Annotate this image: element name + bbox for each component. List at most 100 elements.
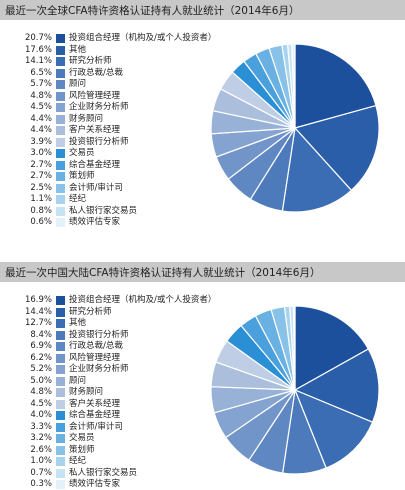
- legend-label: 风险管理经理: [69, 90, 121, 101]
- legend-percent: 5.7%: [30, 79, 52, 89]
- legend-item: 2.7% 策划师: [0, 171, 230, 182]
- legend-percent: 4.8%: [30, 90, 52, 101]
- legend-percent: 20.7%: [24, 33, 52, 43]
- legend-swatch: [56, 195, 65, 204]
- legend-item: 0.6% 绩效评估专家: [0, 217, 230, 228]
- legend-swatch: [56, 457, 65, 466]
- legend-percent: 3.3%: [30, 421, 52, 432]
- pie-slice: [293, 104, 380, 192]
- legend-swatch: [56, 342, 65, 351]
- legend-label: 其他: [69, 44, 87, 55]
- legend-percent: 14.4%: [24, 306, 52, 317]
- legend-swatch: [56, 183, 65, 193]
- legend-item: 4.0% 综合基金经理: [0, 410, 230, 421]
- legend-percent: 2.7%: [30, 171, 52, 181]
- legend-label: 交易员: [69, 148, 95, 158]
- legend-swatch: [56, 445, 65, 455]
- pie-slice: [293, 348, 380, 424]
- legend-label: 行政总裁/总裁: [69, 67, 123, 78]
- legend-item: 2.6% 策划师: [0, 445, 230, 456]
- legend-label: 绩效评估专家: [69, 217, 121, 227]
- legend-percent: 1.1%: [30, 194, 52, 204]
- legend-item: 17.6% 其他: [0, 45, 230, 56]
- chart-title-bar: 最近一次全球CFA特许资格认证持有人就业统计（2014年6月）: [0, 0, 405, 20]
- legend-label: 企业财务分析师: [69, 102, 129, 112]
- legend-percent: 1.0%: [30, 456, 52, 466]
- legend-swatch: [56, 114, 65, 124]
- legend-swatch: [56, 206, 65, 216]
- legend-item: 6.2% 风险管理经理: [0, 353, 230, 364]
- legend-item: 5.7% 顾问: [0, 79, 230, 90]
- global-employment-chart-panel: 最近一次全球CFA特许资格认证持有人就业统计（2014年6月） 20.7% 投资组…: [0, 0, 405, 228]
- legend-item: 3.0% 交易员: [0, 148, 230, 159]
- legend-label: 客户关系经理: [69, 125, 121, 135]
- legend-item: 1.1% 经纪: [0, 194, 230, 205]
- legend-percent: 8.4%: [30, 329, 52, 340]
- legend-item: 3.2% 交易员: [0, 433, 230, 444]
- legend-item: 20.7% 投资组合经理（机构及/或个人投资者）: [0, 33, 230, 44]
- legend-item: 6.5% 行政总裁/总裁: [0, 68, 230, 79]
- legend-item: 6.9% 行政总裁/总裁: [0, 341, 230, 352]
- legend-item: 4.4% 财务顾问: [0, 114, 230, 125]
- legend-percent: 2.6%: [30, 444, 52, 455]
- legend-label: 财务顾问: [69, 387, 104, 397]
- legend-swatch: [56, 34, 65, 43]
- legend-item: 4.5% 客户关系经理: [0, 399, 230, 410]
- legend-item: 2.7% 综合基金经理: [0, 160, 230, 171]
- legend-swatch: [56, 434, 65, 443]
- legend-swatch: [56, 218, 65, 227]
- legend-label: 综合基金经理: [69, 159, 121, 170]
- legend-swatch: [56, 103, 65, 112]
- legend-label: 会计师/审计司: [69, 182, 123, 193]
- legend-percent: 4.5%: [30, 102, 52, 112]
- legend-swatch: [56, 422, 65, 432]
- legend-swatch: [56, 376, 65, 386]
- legend-percent: 3.9%: [30, 136, 52, 147]
- legend-swatch: [56, 411, 65, 420]
- legend-swatch: [56, 57, 65, 66]
- legend-label: 其他: [69, 318, 87, 328]
- legend-swatch: [56, 172, 65, 181]
- legend-item: 12.7% 其他: [0, 318, 230, 329]
- legend-label: 顾问: [69, 375, 87, 386]
- legend-label: 交易员: [69, 433, 95, 443]
- legend-percent: 2.5%: [30, 182, 52, 193]
- legend-label: 策划师: [69, 171, 95, 181]
- legend-label: 风险管理经理: [69, 352, 121, 363]
- legend-item: 4.5% 企业财务分析师: [0, 102, 230, 113]
- legend-percent: 4.5%: [30, 398, 52, 409]
- legend-item: 14.4% 研究分析师: [0, 307, 230, 318]
- pie-slice: [291, 43, 296, 129]
- pie-chart: [210, 305, 380, 475]
- legend-percent: 3.2%: [30, 433, 52, 443]
- legend-label: 投资组合经理（机构及/或个人投资者）: [69, 33, 217, 43]
- pie-slice: [293, 388, 374, 469]
- legend-label: 私人银行家交易员: [69, 467, 138, 478]
- legend-swatch: [56, 399, 65, 409]
- legend-label: 企业财务分析师: [69, 364, 129, 374]
- legend-swatch: [56, 45, 65, 55]
- legend-percent: 4.4%: [30, 113, 52, 124]
- legend-item: 3.9% 投资银行分析师: [0, 137, 230, 148]
- legend-item: 16.9% 投资组合经理（机构及/或个人投资者）: [0, 295, 230, 306]
- legend-swatch: [56, 330, 65, 340]
- legend-label: 行政总裁/总裁: [69, 341, 123, 351]
- legend-label: 研究分析师: [69, 306, 112, 317]
- legend-item: 2.5% 会计师/审计司: [0, 183, 230, 194]
- legend-percent: 4.0%: [30, 410, 52, 420]
- legend-percent: 6.5%: [30, 67, 52, 78]
- legend-swatch: [56, 365, 65, 374]
- legend-label: 研究分析师: [69, 56, 112, 66]
- legend-percent: 5.0%: [30, 375, 52, 386]
- legend-label: 绩效评估专家: [69, 479, 121, 489]
- legend-label: 私人银行家交易员: [69, 205, 138, 216]
- legend-percent: 5.2%: [30, 364, 52, 374]
- legend-percent: 2.7%: [30, 159, 52, 170]
- legend-percent: 0.8%: [30, 205, 52, 216]
- legend-swatch: [56, 68, 65, 78]
- legend-swatch: [56, 388, 65, 397]
- legend-percent: 12.7%: [24, 318, 52, 328]
- legend-swatch: [56, 160, 65, 170]
- chart-title: 最近一次中国大陆CFA特许资格认证持有人就业统计（2014年6月）: [5, 267, 321, 279]
- legend-label: 综合基金经理: [69, 410, 121, 420]
